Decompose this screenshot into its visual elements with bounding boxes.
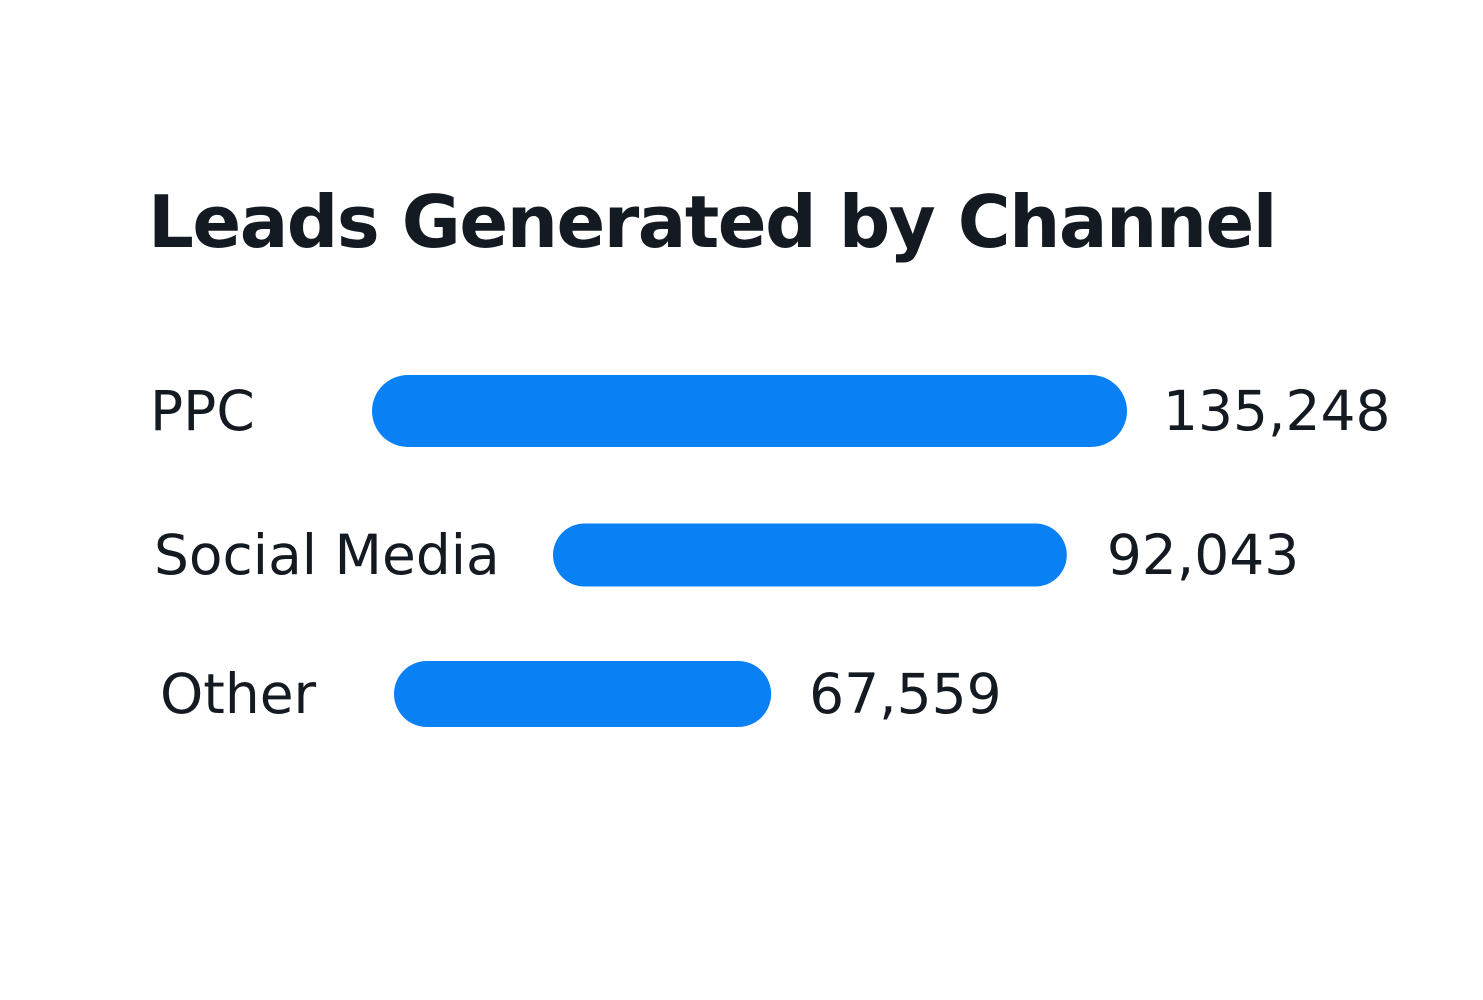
category-label: Other: [160, 662, 317, 726]
category-label: Social Media: [154, 523, 500, 587]
value-label: 92,043: [1107, 523, 1299, 587]
value-label: 67,559: [809, 662, 1001, 726]
bar: [372, 375, 1127, 447]
value-label: 135,248: [1163, 379, 1390, 443]
bar: [394, 661, 772, 727]
category-label: PPC: [150, 379, 255, 443]
chart-title: Leads Generated by Channel: [148, 180, 1277, 264]
bars-layer: PPC 135,248 Social Media 92,043 Other 67,559: [150, 375, 1390, 727]
bar: [553, 523, 1067, 587]
